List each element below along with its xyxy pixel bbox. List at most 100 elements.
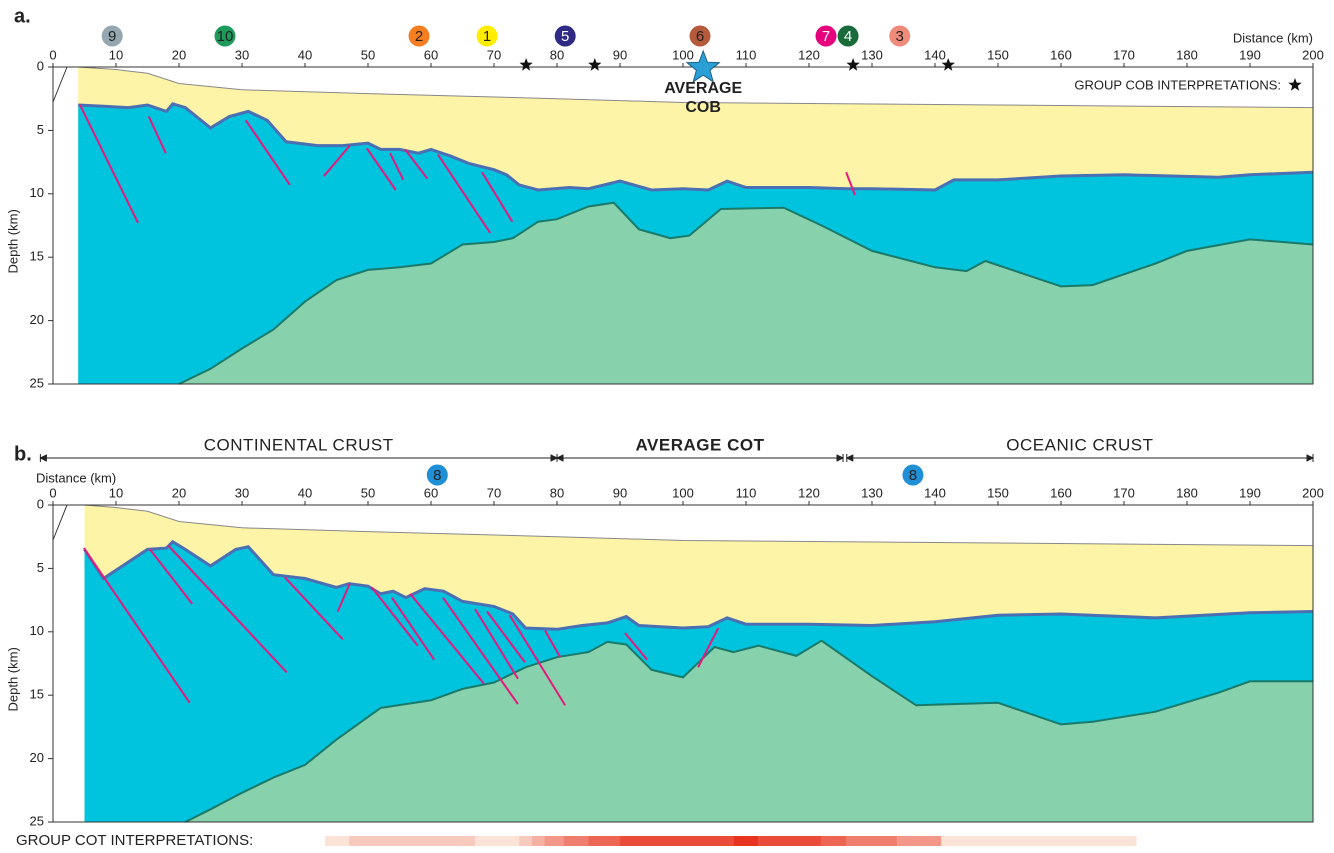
fault xyxy=(391,597,435,661)
fault xyxy=(365,147,397,191)
x-tick-label: 130 xyxy=(861,485,883,500)
zone-arrow xyxy=(845,454,854,462)
y-tick-label: 5 xyxy=(37,122,44,137)
y-tick-label: 25 xyxy=(30,813,44,828)
fault xyxy=(474,608,519,680)
x-tick-label: 80 xyxy=(550,485,564,500)
heat-cell xyxy=(531,836,545,846)
average-label: AVERAGE xyxy=(664,80,742,97)
heat-cell xyxy=(897,836,942,846)
fault xyxy=(147,116,167,154)
interpretation-marker xyxy=(902,464,924,486)
x-tick-label: 50 xyxy=(361,47,375,62)
layer-area xyxy=(179,202,1313,384)
fault xyxy=(544,630,562,658)
interpretation-label: 2 xyxy=(415,28,423,45)
x-tick-label: 110 xyxy=(736,47,757,62)
x-tick-label: 190 xyxy=(1239,485,1261,500)
x-tick-label: 20 xyxy=(172,47,186,62)
coastline xyxy=(52,504,68,541)
y-tick-label: 15 xyxy=(30,687,44,702)
heat-cell xyxy=(758,836,822,846)
average-cob-star xyxy=(685,49,721,83)
x-tick-label: 80 xyxy=(550,47,564,62)
fault xyxy=(370,586,419,647)
x-tick-label: 180 xyxy=(1176,47,1198,62)
x-tick-label: 90 xyxy=(613,47,627,62)
cob-star xyxy=(941,58,955,71)
x-tick-label: 200 xyxy=(1302,485,1324,500)
x-tick-label: 40 xyxy=(298,47,312,62)
interpretation-marker xyxy=(476,25,498,47)
cob-star xyxy=(519,58,533,71)
layer-area xyxy=(185,640,1313,822)
x-tick-label: 160 xyxy=(1050,485,1072,500)
x-tick-label: 110 xyxy=(736,485,757,500)
heat-cell xyxy=(325,836,350,846)
x-tick-label: 120 xyxy=(798,485,820,500)
interpretation-marker xyxy=(426,464,448,486)
fault xyxy=(284,576,344,641)
zone-label: OCEANIC CRUST xyxy=(1006,435,1153,454)
x-tick-label: 0 xyxy=(49,47,56,62)
x-tick-label: 0 xyxy=(49,485,56,500)
x-tick-label: 190 xyxy=(1239,47,1261,62)
x-tick-label: 150 xyxy=(987,47,1009,62)
fault xyxy=(697,627,720,668)
x-tick-label: 100 xyxy=(672,485,694,500)
zone-arrow xyxy=(1306,454,1315,462)
x-tick-label: 180 xyxy=(1176,485,1198,500)
heat-cell xyxy=(544,836,564,846)
x-tick-label: 20 xyxy=(172,485,186,500)
heat-cell xyxy=(588,836,620,846)
heat-cell xyxy=(821,836,847,846)
zone-label: CONTINENTAL CRUST xyxy=(204,435,394,454)
zone-arrow xyxy=(836,454,845,462)
heat-label: GROUP COT INTERPRETATIONS: xyxy=(16,832,253,849)
y-tick-label: 20 xyxy=(30,312,44,327)
layer-boundary xyxy=(178,201,1314,385)
y-tick-label: 15 xyxy=(30,249,44,264)
y-tick-label: 10 xyxy=(30,623,44,638)
heat-cell xyxy=(941,836,1137,846)
x-tick-label: 70 xyxy=(487,485,501,500)
x-axis-label: Distance (km) xyxy=(36,470,116,485)
heat-cell xyxy=(475,836,520,846)
x-tick-label: 120 xyxy=(798,47,820,62)
interpretation-label: 6 xyxy=(696,28,704,45)
interpretation-label: 9 xyxy=(108,28,116,45)
zone-arrow xyxy=(555,454,564,462)
average-label: COB xyxy=(685,99,721,116)
interpretation-marker xyxy=(837,25,859,47)
fault xyxy=(437,153,492,234)
zone-arrow xyxy=(39,454,47,462)
y-tick-label: 10 xyxy=(30,185,44,200)
x-tick-label: 100 xyxy=(672,47,694,62)
heat-cell xyxy=(846,836,898,846)
fault xyxy=(83,547,191,704)
fault xyxy=(149,548,194,605)
x-tick-label: 10 xyxy=(109,485,123,500)
interpretation-label: 4 xyxy=(844,28,852,45)
x-tick-label: 30 xyxy=(235,485,249,500)
y-tick-label: 5 xyxy=(37,560,44,575)
x-tick-label: 170 xyxy=(1113,485,1135,500)
y-tick-label: 25 xyxy=(30,375,44,390)
x-tick-label: 160 xyxy=(1050,47,1072,62)
interpretation-marker xyxy=(889,25,911,47)
y-tick-label: 20 xyxy=(30,750,44,765)
interpretation-label: 8 xyxy=(433,467,441,484)
x-tick-label: 70 xyxy=(487,47,501,62)
x-tick-label: 170 xyxy=(1113,47,1135,62)
interpretation-label: 1 xyxy=(483,28,491,45)
y-tick-label: 0 xyxy=(37,58,44,73)
x-tick-label: 150 xyxy=(987,485,1009,500)
x-tick-label: 130 xyxy=(861,47,883,62)
interpretation-label: 3 xyxy=(896,28,904,45)
y-tick-label: 0 xyxy=(37,496,44,511)
y-axis-label: Depth (km) xyxy=(5,647,20,711)
cob-star xyxy=(846,58,860,71)
x-tick-label: 90 xyxy=(613,485,627,500)
heat-cell xyxy=(519,836,532,846)
interpretation-marker xyxy=(408,25,430,47)
